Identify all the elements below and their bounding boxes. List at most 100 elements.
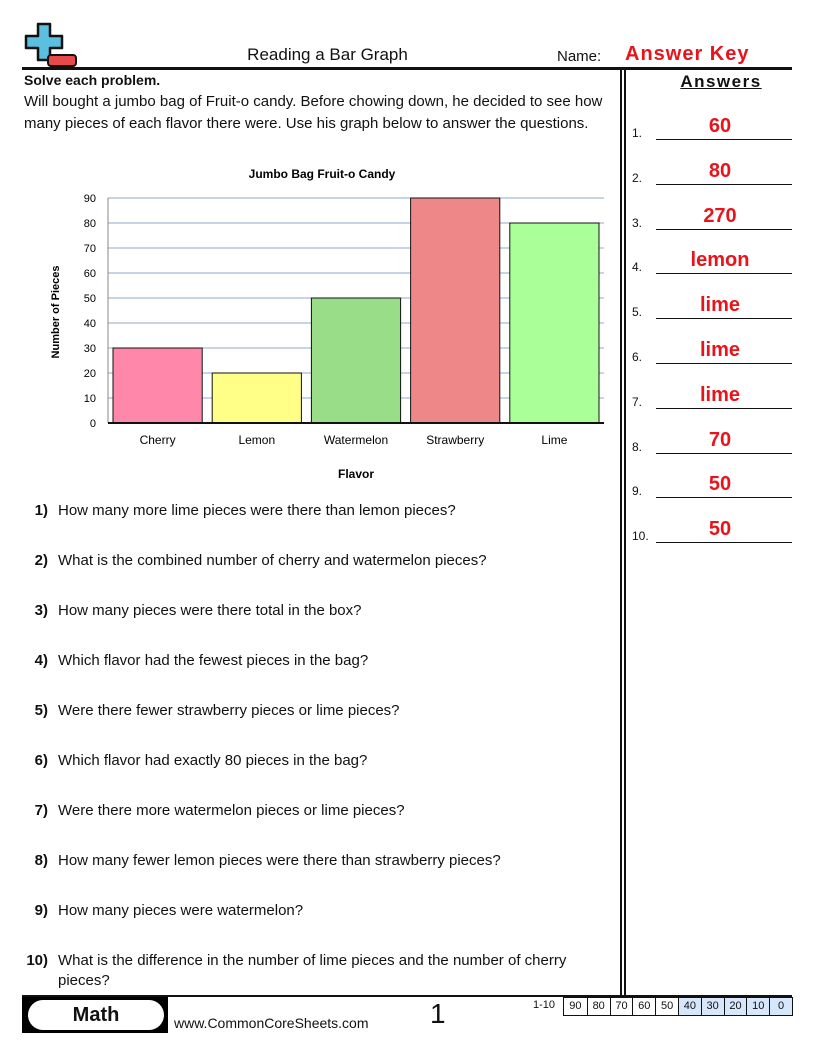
answer-row: 10. 50 — [632, 513, 792, 544]
answer-value: lime — [699, 383, 741, 406]
answer-value: lemon — [690, 249, 750, 272]
y-tick-label: 80 — [84, 218, 96, 230]
answer-line — [656, 273, 792, 275]
y-tick-label: 90 — [84, 193, 96, 205]
question-number: 1) — [34, 502, 48, 519]
y-tick-label: 0 — [90, 418, 96, 430]
instructions: Solve each problem. — [24, 72, 161, 88]
answer-number: 8. — [632, 439, 643, 454]
answer-line — [656, 452, 792, 454]
score-cell: 60 — [632, 998, 655, 1015]
answer-line — [656, 139, 792, 140]
header-divider — [22, 67, 792, 70]
question-text: Which flavor had exactly 80 pieces in th… — [58, 752, 368, 769]
question-text: How many fewer lemon pieces were there t… — [58, 852, 501, 869]
question-number: 8) — [34, 852, 48, 869]
subject-badge: Math — [28, 1000, 164, 1030]
question-text: Which flavor had the fewest pieces in th… — [58, 652, 369, 669]
page-number: 1 — [430, 998, 446, 1029]
question-text: How many pieces were there total in the … — [58, 602, 362, 619]
answer-line — [656, 497, 792, 499]
score-cell: 90 — [569, 1000, 582, 1012]
question: 5) Were there fewer strawberry pieces or … — [24, 701, 614, 721]
footer-divider — [22, 995, 792, 997]
x-tick-label: Strawberry — [426, 433, 484, 447]
score-cell: 10 — [746, 998, 770, 1015]
answer-line — [656, 407, 792, 409]
question-text: Were there fewer strawberry pieces or li… — [58, 702, 400, 719]
answer-value: lime — [699, 339, 741, 361]
x-tick-label: Lime — [541, 433, 567, 447]
answer-row: 1. 60 — [632, 110, 792, 140]
answer-line — [656, 228, 792, 230]
answer-value: 50 — [708, 473, 732, 496]
answer-line — [656, 363, 792, 364]
score-cell: 40 — [677, 998, 701, 1015]
question-number: 2) — [34, 552, 48, 569]
answer-value: 60 — [708, 115, 732, 137]
question: 6) Which flavor had exactly 80 pieces in … — [24, 751, 614, 771]
y-tick-label: 50 — [84, 293, 96, 305]
score-scale: 90 80 70 60 50 40 30 20 10 0 — [563, 997, 793, 1016]
question-number: 5) — [34, 702, 48, 719]
story-text: Will bought a jumbo bag of Fruit-o candy… — [24, 93, 603, 132]
answer-value: 50 — [708, 518, 732, 541]
question: 4) Which flavor had the fewest pieces in … — [24, 651, 614, 671]
answer-row: 7. lime — [632, 379, 792, 409]
answer-row: 4. lemon — [632, 244, 792, 275]
answer-value: 80 — [708, 159, 732, 182]
score-cell: 50 — [655, 998, 678, 1015]
x-tick-label: Cherry — [140, 433, 176, 447]
question-text: What is the difference in the number of … — [58, 952, 567, 989]
x-tick-label: Watermelon — [324, 433, 388, 447]
page-title: Reading a Bar Graph — [247, 45, 408, 64]
answer-row: 2. 80 — [632, 155, 792, 185]
bar-chart: Jumbo Bag Fruit-o Candy 0 10 20 30 40 50 60 70 80… — [50, 167, 604, 481]
answer-number: 2. — [632, 170, 643, 185]
answers-heading: Answers — [680, 72, 762, 91]
question-number: 10) — [26, 952, 48, 969]
bar-cherry — [112, 347, 203, 424]
question-text: How many pieces were watermelon? — [58, 902, 304, 919]
y-tick-label: 60 — [84, 268, 96, 280]
name-value: Answer Key — [625, 43, 750, 65]
y-tick-label: 70 — [84, 243, 96, 255]
x-tick-label: Lemon — [238, 433, 275, 447]
math-logo-icon — [24, 22, 77, 67]
answer-value: 270 — [703, 204, 737, 227]
answer-line — [656, 318, 792, 320]
question: 10) What is the difference in the number … — [24, 951, 614, 991]
y-axis-label: Number of Pieces — [50, 266, 62, 359]
answer-value: lime — [699, 294, 741, 317]
answer-line — [656, 542, 792, 544]
y-tick-label: 40 — [84, 318, 96, 330]
answer-row: 9. 50 — [632, 468, 792, 499]
answer-row: 3. 270 — [632, 200, 792, 230]
x-axis-label: Flavor — [338, 467, 374, 481]
answer-number: 9. — [632, 484, 643, 499]
question: 8) How many fewer lemon pieces were there… — [24, 851, 614, 871]
question: 2) What is the combined number of cherry … — [24, 551, 614, 571]
score-cell: 70 — [609, 998, 633, 1015]
question: 3) How many pieces were there total in th… — [24, 601, 614, 621]
column-divider — [624, 69, 626, 996]
answer-row: 8. 70 — [632, 424, 792, 454]
score-range: 1-10 — [533, 999, 556, 1011]
answer-row: 5. lime — [632, 289, 792, 320]
answer-number: 10. — [632, 529, 649, 544]
question-text: How many more lime pieces were there tha… — [58, 502, 456, 519]
question-number: 7) — [34, 802, 48, 819]
bar-strawberry — [410, 197, 501, 424]
question-number: 3) — [34, 602, 48, 619]
answer-number: 1. — [632, 126, 643, 140]
question-number: 6) — [34, 752, 48, 769]
y-tick-label: 30 — [84, 343, 96, 355]
question-text: What is the combined number of cherry an… — [58, 552, 487, 569]
answer-number: 6. — [632, 350, 643, 364]
answer-number: 5. — [632, 305, 643, 320]
score-cell: 0 — [769, 998, 792, 1015]
site-url: www.CommonCoreSheets.com — [174, 1015, 369, 1031]
question: 9) How many pieces were watermelon? — [24, 901, 614, 921]
bar-lime — [509, 222, 600, 424]
answer-number: 4. — [632, 260, 643, 275]
